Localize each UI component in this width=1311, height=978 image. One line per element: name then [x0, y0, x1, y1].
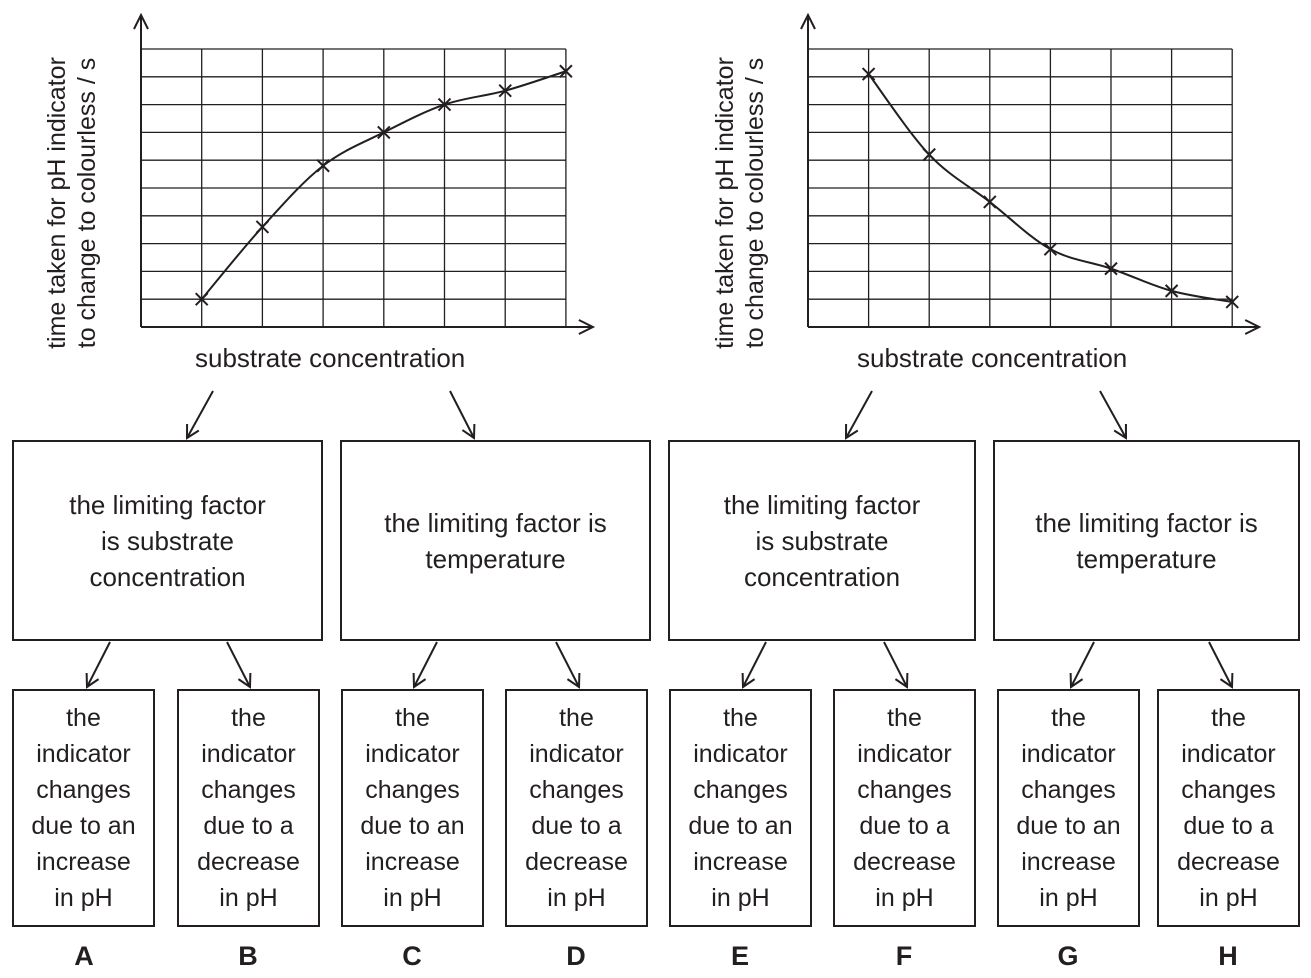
option-letter-g: G — [1057, 941, 1079, 971]
arrow-box2-to-c — [413, 641, 438, 688]
graph2-ylabel: time taken for pH indicator to change to… — [711, 57, 769, 349]
middle-box-3: the limiting factor is substrate concentra… — [668, 440, 976, 641]
option-letter-f: F — [895, 941, 913, 971]
option-letter-d: D — [566, 941, 586, 971]
graph2-data-point — [1225, 295, 1239, 309]
arrow-box4-to-h-head — [1219, 672, 1234, 689]
option-letter-a: A — [74, 941, 94, 971]
option-letter-b: B — [238, 941, 258, 971]
option-box-a: the indicator changes due to an increase in p… — [12, 689, 155, 927]
graph1-data-point — [377, 125, 391, 140]
arrow-box3-to-f — [883, 641, 908, 688]
option-box-b: the indicator changes due to a decrease in pH — [177, 689, 320, 927]
arrow-graph2-to-box4-head — [1113, 423, 1128, 440]
arrow-box4-to-g — [1070, 641, 1095, 688]
graph1-x-axis-arrow — [578, 319, 596, 335]
arrow-box3-to-e — [742, 641, 767, 688]
arrow-graph1-to-box2-head — [461, 423, 476, 440]
arrow-box3-to-f-head — [894, 672, 909, 689]
option-box-f: the indicator changes due to a decrease in pH — [833, 689, 976, 927]
arrow-box4-to-h — [1208, 641, 1233, 688]
arrow-box4-to-g-head — [1069, 672, 1084, 689]
graph2-data-point — [922, 147, 936, 162]
option-letter-e: E — [730, 941, 749, 971]
option-letter-h: H — [1218, 941, 1238, 971]
arrow-box2-to-d — [555, 641, 580, 688]
graph1-xlabel: substrate concentration — [195, 343, 466, 373]
arrow-box1-to-b — [226, 641, 251, 688]
arrow-box2-to-d-head — [566, 672, 581, 689]
graph1-y-axis-arrow — [133, 12, 149, 30]
graph2-data-point — [983, 195, 997, 209]
arrow-graph1-to-box1 — [186, 390, 214, 439]
graph1-ylabel: time taken for pH indicator to change to… — [43, 57, 101, 349]
graph2-y-axis-arrow — [800, 12, 816, 30]
option-box-c: the indicator changes due to an increase in p… — [341, 689, 484, 927]
option-box-e: the indicator changes due to an increase in p… — [669, 689, 812, 927]
graph1-data-point — [194, 292, 209, 306]
graph1-data-point — [559, 64, 573, 78]
arrow-box3-to-e-head — [741, 672, 756, 689]
graph2-data-point — [1043, 242, 1058, 256]
graph1-data-point — [316, 159, 330, 173]
arrow-graph2-to-box4 — [1099, 390, 1127, 439]
arrow-box1-to-b-head — [237, 672, 252, 689]
graph1-data-point — [255, 220, 270, 234]
graph1-data-point — [437, 97, 452, 112]
arrow-box2-to-c-head — [412, 672, 427, 689]
graph2-x-axis-arrow — [1244, 319, 1262, 335]
graph2-data-point — [861, 67, 876, 81]
middle-box-2: the limiting factor is temperature — [340, 440, 651, 641]
arrow-graph2-to-box3 — [845, 390, 873, 439]
option-box-g: the indicator changes due to an increase in p… — [997, 689, 1140, 927]
middle-box-1: the limiting factor is substrate concentra… — [12, 440, 323, 641]
arrow-graph1-to-box1-head — [185, 423, 200, 440]
arrow-graph1-to-box2 — [449, 390, 475, 439]
arrow-box1-to-a — [86, 641, 111, 688]
arrow-box1-to-a-head — [85, 672, 100, 689]
middle-box-4: the limiting factor is temperature — [993, 440, 1300, 641]
option-box-h: the indicator changes due to a decrease in pH — [1157, 689, 1300, 927]
graph2-xlabel: substrate concentration — [857, 343, 1128, 373]
arrow-graph2-to-box3-head — [844, 423, 859, 440]
option-box-d: the indicator changes due to a decrease in pH — [505, 689, 648, 927]
option-letter-c: C — [402, 941, 422, 971]
graph2-data-point — [1104, 261, 1118, 276]
graph2-data-point — [1164, 284, 1179, 298]
graph1-data-point — [498, 83, 512, 98]
